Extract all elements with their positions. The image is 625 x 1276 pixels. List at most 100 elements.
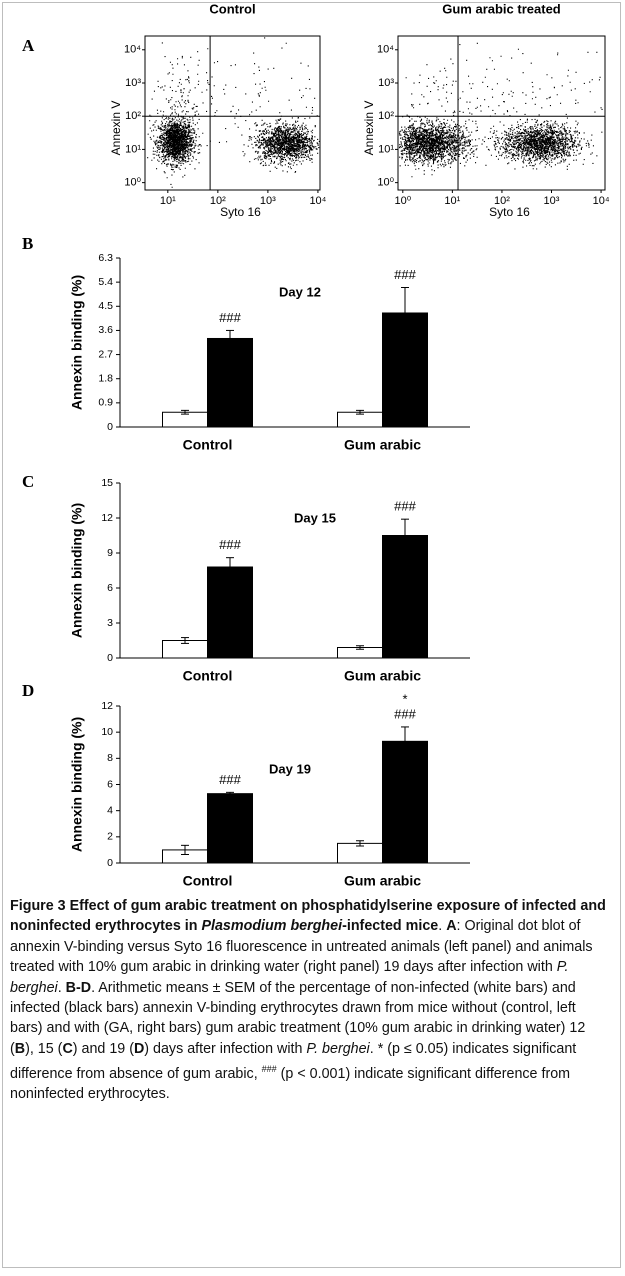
panel-subtitle: Day 12	[279, 284, 321, 299]
annotation: ###	[219, 537, 241, 552]
caption-run: P. berghei	[10, 959, 569, 996]
y-tick-label: 10¹	[125, 143, 141, 155]
figure: A B C D Control 10¹ 10² 10³ 10⁴ 10⁰ 10¹ 10² 10³ 10⁴ Sy…	[22, 1, 610, 889]
caption-run: .	[438, 918, 447, 935]
caption-run: Plasmodium berghei	[201, 918, 343, 935]
y-tick-label: 0.9	[98, 397, 113, 409]
x-tick-label: 10²	[210, 195, 226, 207]
y-tick-label: 10⁴	[377, 44, 394, 56]
annotation: ###	[219, 772, 241, 787]
x-tick-label: 10³	[544, 195, 560, 207]
caption-run: .	[57, 979, 66, 996]
panel-label: C	[22, 472, 34, 491]
y-tick-label: 10⁰	[124, 177, 141, 189]
y-tick-label: 2	[107, 831, 113, 843]
dotplot-title: Control	[209, 1, 255, 16]
plot-frame	[397, 35, 606, 191]
y-tick-label: 3	[107, 617, 113, 629]
y-tick-label: 6.3	[98, 252, 113, 264]
y-tick-label: 0	[107, 421, 113, 433]
x-tick-label: Gum arabic	[344, 668, 421, 684]
y-tick-label: 3.6	[98, 324, 113, 336]
dot-cloud	[147, 37, 320, 188]
caption: Figure 3 Effect of gum arabic treatment …	[10, 896, 612, 1105]
x-tick-label: 10²	[494, 195, 510, 207]
y-axis-label: Annexin binding (%)	[69, 717, 85, 852]
caption-run: B	[14, 1040, 26, 1057]
caption-run: Figure 3 Effect of gum arabic treatment …	[10, 898, 606, 935]
caption-run: D	[133, 1040, 145, 1057]
x-tick-label: 10¹	[444, 195, 460, 207]
x-tick-label: Gum arabic	[344, 437, 421, 453]
panel-label: D	[22, 681, 34, 700]
dotplot-title: Gum arabic treated	[442, 1, 561, 16]
panel-subtitle: Day 15	[294, 510, 336, 525]
y-tick-label: 10¹	[378, 143, 394, 155]
caption-run: . * (p ≤ 0.05) indicates significant dif…	[10, 1040, 577, 1083]
y-axis-label: Annexin V	[362, 101, 376, 156]
caption-run: ###	[261, 1064, 277, 1075]
y-tick-label: 12	[101, 700, 113, 712]
panel-label: A	[22, 36, 35, 55]
caption-run: C	[62, 1040, 73, 1057]
caption-run: . Arithmetic means ± SEM of the percenta…	[10, 979, 586, 1057]
caption-run: A	[446, 918, 457, 935]
y-tick-label: 10²	[378, 110, 394, 122]
bar	[382, 740, 428, 864]
x-tick-label: Gum arabic	[344, 873, 421, 889]
x-tick-label: Control	[183, 873, 233, 889]
y-tick-label: 4	[107, 804, 113, 816]
bar	[207, 793, 253, 864]
bar	[207, 566, 253, 659]
y-tick-label: 10⁰	[377, 177, 394, 189]
y-axis-label: Annexin V	[109, 101, 123, 156]
x-tick-label: 10³	[260, 195, 276, 207]
y-tick-label: 8	[107, 752, 113, 764]
x-tick-label: 10⁴	[309, 195, 326, 207]
x-tick-label: Control	[183, 668, 233, 684]
y-tick-label: 10	[101, 726, 113, 738]
caption-run: P. berghei	[306, 1040, 370, 1057]
y-tick-label: 6	[107, 778, 113, 790]
y-tick-label: 9	[107, 547, 113, 559]
y-tick-label: 10²	[125, 110, 141, 122]
caption-run: ) and 19 (	[72, 1040, 134, 1057]
plot-frame	[144, 35, 321, 191]
y-axis-label: Annexin binding (%)	[69, 503, 85, 638]
x-axis-label: Syto 16	[489, 205, 530, 219]
y-tick-label: 2.7	[98, 348, 113, 360]
y-axis-label: Annexin binding (%)	[69, 275, 85, 410]
x-axis-label: Syto 16	[220, 205, 261, 219]
bar	[207, 337, 253, 428]
annotation: ###	[394, 706, 416, 721]
caption-run: ), 15 (	[25, 1040, 63, 1057]
annotation: ###	[219, 310, 241, 325]
annotation: *	[402, 691, 407, 706]
y-tick-label: 10³	[378, 77, 394, 89]
caption-run: B-D	[65, 979, 92, 996]
x-tick-label: 10¹	[160, 195, 176, 207]
y-tick-label: 4.5	[98, 300, 113, 312]
y-tick-label: 1.8	[98, 372, 113, 384]
panel-subtitle: Day 19	[269, 761, 311, 776]
y-tick-label: 10⁴	[124, 44, 141, 56]
annotation: ###	[394, 499, 416, 514]
y-tick-label: 0	[107, 652, 113, 664]
bar	[382, 312, 428, 428]
x-tick-label: Control	[183, 437, 233, 453]
caption-run: -infected mice	[342, 918, 439, 935]
x-tick-label: 10⁴	[593, 195, 610, 207]
y-tick-label: 12	[101, 512, 113, 524]
y-tick-label: 5.4	[98, 276, 113, 288]
dot-cloud	[399, 42, 603, 178]
y-tick-label: 0	[107, 857, 113, 869]
y-tick-label: 10³	[125, 77, 141, 89]
panel-label: B	[22, 234, 33, 253]
y-tick-label: 6	[107, 582, 113, 594]
y-tick-label: 15	[101, 477, 113, 489]
caption-run: ) days after infection with	[144, 1040, 307, 1057]
annotation: ###	[394, 267, 416, 282]
caption-run: (p < 0.001) indicate significant differe…	[10, 1066, 571, 1103]
